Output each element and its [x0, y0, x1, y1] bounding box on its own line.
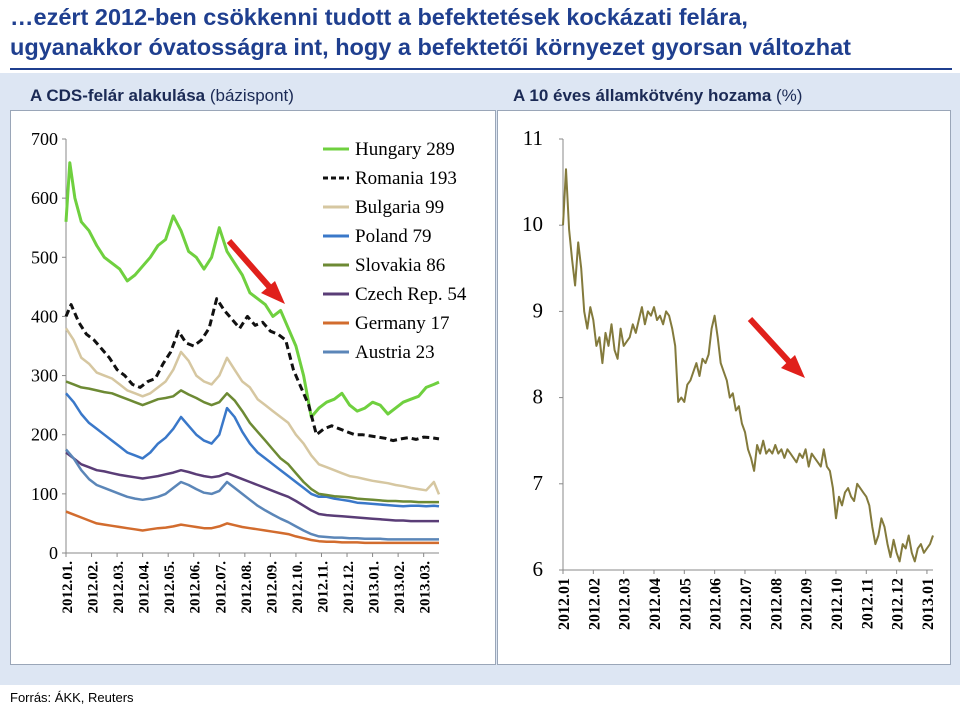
x-tick-label: 2012.03.: [111, 561, 127, 614]
x-tick-label: 2012.02.: [86, 561, 102, 614]
cds-chart-svg: 0 100 200 300 400 500 600 700 2012.01. 2012.02. 20…: [31, 129, 467, 614]
legend-label-austria-23: Austria 23: [355, 342, 435, 363]
y-tick-label: 8: [533, 385, 544, 409]
series-line-germany-17: [65, 510, 439, 545]
x-tick-label: 2012.12: [890, 578, 907, 630]
x-tick-label: 2012.04.: [137, 561, 153, 614]
x-tick-label: 2012.04: [647, 578, 664, 630]
x-tick-label: 2012.06: [708, 578, 725, 630]
legend-label-poland-79: Poland 79: [355, 226, 432, 247]
y-tick-label: 600: [31, 188, 58, 208]
series-line-hungary-289: [64, 161, 440, 419]
left-chart-title: A CDS-felár alakulása (bázispont): [30, 86, 294, 106]
slide-title-line1: …ezért 2012-ben csökkenni tudott a befek…: [10, 4, 748, 30]
series-line-romania-193: [64, 297, 440, 443]
legend-label-romania-193: Romania 193: [355, 168, 457, 189]
x-tick-label: 2012.06.: [188, 561, 204, 614]
y-tick-label: 400: [31, 306, 58, 326]
series-line-poland-79: [65, 392, 440, 508]
x-tick-label: 2012.12.: [341, 561, 357, 614]
x-tick-label: 2012.10.: [290, 561, 306, 614]
series-line-austria-23: [65, 448, 439, 541]
x-tick-label: 2012.08: [768, 578, 785, 630]
x-tick-label: 2012.02: [586, 578, 603, 630]
x-tick-label: 2013.02.: [392, 561, 408, 614]
y-tick-label: 0: [49, 543, 58, 563]
y-tick-label: 500: [31, 247, 58, 267]
legend-label-hungary-289: Hungary 289: [355, 139, 455, 160]
right-chart-title-bold: A 10 éves államkötvény hozama: [513, 86, 772, 105]
right-chart-title-unit: (%): [771, 86, 803, 105]
legend-label-slovakia-86: Slovakia 86: [355, 255, 445, 276]
y-tick-label: 10: [522, 212, 543, 236]
slide-title-line2: ugyanakkor óvatosságra int, hogy a befek…: [10, 34, 852, 60]
yield-chart: 6 7 8 9 10 11 2012.01 2012.02 2012.03 2012.04 2012…: [497, 110, 951, 665]
legend-label-germany-17: Germany 17: [355, 313, 449, 334]
y-tick-label: 9: [533, 298, 544, 322]
series-line-yield: [562, 168, 934, 563]
left-chart-title-bold: A CDS-felár alakulása: [30, 86, 206, 105]
x-tick-label: 2012.07.: [213, 561, 229, 614]
x-tick-label: 2013.01.: [367, 561, 383, 614]
x-tick-label: 2012.01: [556, 578, 573, 630]
cds-chart: 0 100 200 300 400 500 600 700 2012.01. 2012.02. 20…: [10, 110, 496, 665]
y-tick-label: 6: [533, 557, 544, 581]
series-line-bulgaria-99: [64, 327, 441, 495]
x-tick-label: 2013.01: [920, 578, 937, 630]
x-tick-label: 2012.11: [859, 578, 876, 629]
source-note: Forrás: ÁKK, Reuters: [10, 690, 134, 705]
yield-chart-svg: 6 7 8 9 10 11 2012.01 2012.02 2012.03 2012.04 2012…: [522, 126, 937, 630]
x-tick-label: 2012.07: [738, 578, 755, 630]
x-tick-label: 2012.01.: [60, 561, 76, 614]
right-chart-title: A 10 éves államkötvény hozama (%): [513, 86, 802, 106]
x-tick-label: 2012.05.: [162, 561, 178, 614]
x-tick-label: 2012.09.: [264, 561, 280, 614]
series-line-slovakia-86: [65, 380, 439, 504]
slide-title: …ezért 2012-ben csökkenni tudott a befek…: [10, 2, 950, 62]
x-tick-label: 2013.03.: [418, 561, 434, 614]
x-tick-label: 2012.10: [829, 578, 846, 630]
y-tick-label: 700: [31, 129, 58, 149]
trend-arrow-head: [261, 281, 285, 304]
legend-label-czech-rep-54: Czech Rep. 54: [355, 284, 467, 305]
x-tick-label: 2012.08.: [239, 561, 255, 614]
y-tick-label: 200: [31, 425, 58, 445]
x-tick-label: 2012.09: [799, 578, 816, 630]
legend-label-bulgaria-99: Bulgaria 99: [355, 197, 444, 218]
y-tick-label: 100: [31, 484, 58, 504]
series-line-czech-rep-54: [65, 451, 439, 523]
x-tick-label: 2012.11.: [315, 561, 331, 613]
trend-arrow-shaft: [226, 239, 276, 293]
x-tick-label: 2012.05: [677, 578, 694, 630]
y-tick-label: 300: [31, 366, 58, 386]
left-chart-title-unit: (bázispont): [205, 86, 294, 105]
trend-arrow-head: [781, 355, 805, 378]
trend-arrow-shaft: [747, 316, 796, 369]
x-tick-label: 2012.03: [617, 578, 634, 630]
title-divider: [10, 68, 952, 70]
y-tick-label: 11: [523, 126, 543, 150]
y-tick-label: 7: [533, 471, 544, 495]
